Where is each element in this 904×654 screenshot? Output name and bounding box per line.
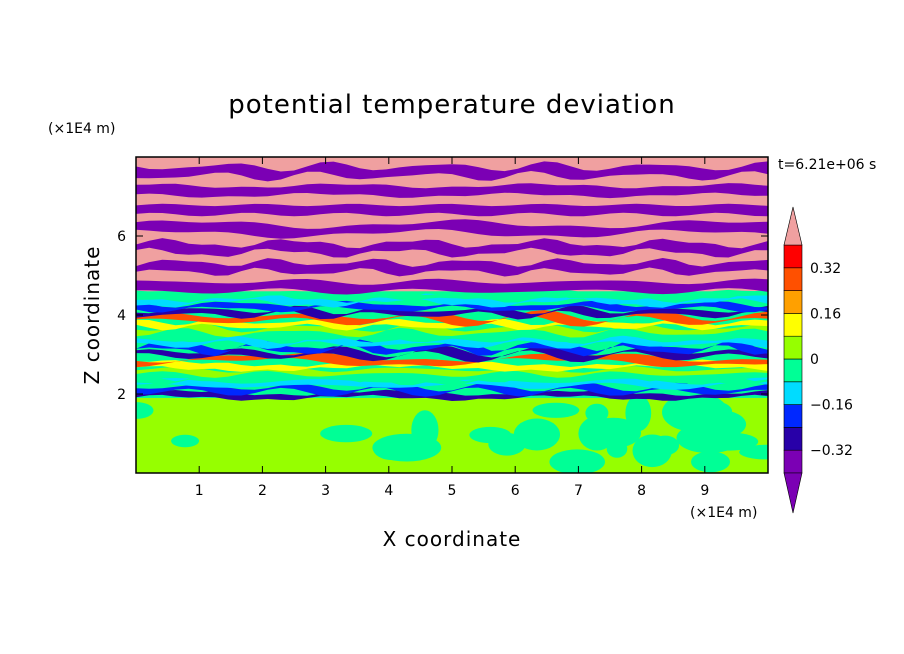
wave-band: [136, 219, 768, 239]
x-tick-label: 2: [258, 483, 267, 499]
x-tick-label: 4: [384, 483, 393, 499]
wave-band: [136, 339, 768, 357]
colorbar-swatch: [783, 427, 803, 451]
wave-band: [136, 330, 768, 343]
convective-cell: [136, 402, 154, 419]
chart-title: potential temperature deviation: [228, 90, 675, 120]
plot-area: [136, 157, 768, 473]
wave-band: [136, 345, 768, 363]
convective-cell: [701, 432, 759, 451]
colorbar-label: 0: [810, 352, 819, 368]
x-tick-label: 9: [700, 483, 709, 499]
colorbar-swatch: [783, 381, 803, 405]
x-tick-label: 8: [637, 483, 646, 499]
field-layer-1: [136, 392, 768, 473]
colorbar-label: −0.16: [810, 398, 853, 414]
convective-cell: [488, 433, 526, 456]
colorbar-swatch: [783, 267, 803, 291]
convective-cell: [372, 436, 412, 461]
colorbar-extend-top: [783, 206, 803, 246]
wave-band: [136, 322, 768, 338]
convective-cell: [513, 418, 561, 451]
wave-band: [136, 238, 768, 258]
x-axis-label: X coordinate: [383, 527, 522, 551]
colorbar: 0.32 0.16 0 −0.16 −0.32: [783, 206, 853, 514]
wave-band: [136, 258, 768, 277]
y-axis-label: Z coordinate: [80, 246, 104, 385]
wave-band: [136, 310, 768, 327]
convective-cell: [662, 392, 728, 432]
y-tick-label: 4: [117, 308, 126, 324]
convective-cell: [549, 449, 605, 473]
convective-cell: [691, 451, 730, 473]
wave-band: [136, 335, 768, 349]
convective-cell: [320, 424, 373, 443]
colorbar-swatch: [783, 449, 803, 474]
x-axis: 1 2 3 4 5 6 7 8 9: [195, 157, 709, 499]
convective-cell: [411, 410, 439, 450]
field-layer: [136, 161, 768, 473]
wave-band: [136, 278, 768, 295]
colorbar-label: 0.32: [810, 261, 841, 277]
colorbar-swatch: [783, 404, 803, 428]
wave-band: [136, 203, 768, 217]
colorbar-label: 0.16: [810, 306, 841, 322]
colorbar-swatch: [783, 358, 803, 383]
wave-band: [136, 289, 768, 301]
convective-cell: [606, 439, 628, 458]
colorbar-swatch: [783, 335, 803, 360]
convective-cell: [532, 402, 580, 418]
y-axis: 2 4 6: [117, 229, 768, 403]
field-layer-2: [136, 289, 768, 401]
x-tick-label: 1: [195, 483, 204, 499]
field-layer-3: [136, 161, 768, 295]
wave-band: [136, 161, 768, 182]
x-tick-label: 5: [448, 483, 457, 499]
convective-cell: [585, 403, 609, 423]
x-tick-label: 6: [511, 483, 520, 499]
wave-band: [136, 382, 768, 397]
colorbar-extend-bottom: [783, 472, 803, 514]
colorbar-swatch: [783, 290, 803, 314]
convective-cell: [625, 395, 652, 432]
time-label: t=6.21e+06 s: [778, 157, 876, 173]
x-tick-label: 3: [321, 483, 330, 499]
x-unit-label: (×1E4 m): [690, 505, 757, 521]
wave-band: [136, 183, 768, 199]
convective-cell: [585, 417, 641, 449]
colorbar-swatch: [783, 244, 803, 269]
convective-cell: [739, 444, 768, 460]
colorbar-swatch: [783, 313, 803, 337]
y-tick-label: 6: [117, 229, 126, 245]
colorbar-label: −0.32: [810, 443, 853, 459]
y-tick-label: 2: [117, 387, 126, 403]
convective-cell: [171, 434, 200, 448]
y-unit-label: (×1E4 m): [48, 121, 115, 137]
x-tick-label: 7: [574, 483, 583, 499]
convective-cell: [651, 435, 680, 456]
